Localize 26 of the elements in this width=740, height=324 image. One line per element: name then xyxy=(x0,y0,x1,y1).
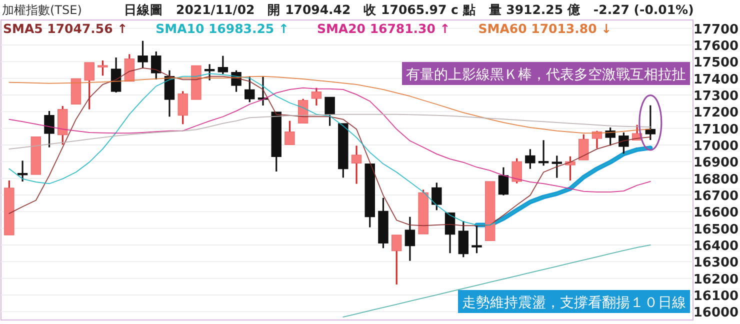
text: SMA5 17047.56 ↑ xyxy=(3,21,128,36)
text: SMA10 16983.25 ↑ xyxy=(156,21,289,36)
y-tick-label: 17000 xyxy=(693,139,739,154)
y-tick-label: 17100 xyxy=(693,122,739,138)
chart-title: 加權指數(TSE) xyxy=(2,3,82,17)
y-tick-label: 16400 xyxy=(693,239,739,254)
y-tick-label: 17600 xyxy=(693,39,739,54)
y-tick-label: 16600 xyxy=(693,206,739,221)
y-tick-label: 16500 xyxy=(693,222,739,238)
annotation: 有量的上影線黑Ｋ棒，代表多空激戰互相拉扯 xyxy=(406,67,686,83)
text: SMA20 16781.30 ↑ xyxy=(316,21,450,36)
y-tick-label: 16000 xyxy=(693,306,739,321)
y-tick-label: 17200 xyxy=(693,106,739,121)
y-tick-label: 16900 xyxy=(693,156,739,171)
y-tick-label: 16700 xyxy=(693,189,739,204)
y-tick-label: 16300 xyxy=(693,256,739,271)
annotation: 走勢維持震盪，支撐看翻揚１０日線 xyxy=(462,295,686,311)
y-tick-label: 17700 xyxy=(693,22,739,38)
text: SMA60 17013.80 ↓ xyxy=(478,21,612,36)
y-tick-label: 17400 xyxy=(693,72,739,88)
y-tick-label: 16100 xyxy=(693,289,739,304)
y-tick-label: 17500 xyxy=(693,56,739,71)
y-tick-label: 16200 xyxy=(693,272,739,288)
y-tick-label: 17300 xyxy=(693,89,739,104)
y-tick-label: 16800 xyxy=(693,172,739,188)
chart-subtitle: 日線圖 2021/11/02 開 17094.42 收 17065.97 c 點 量 3912.25 億 -2.27 (-0.01%) xyxy=(124,2,694,17)
